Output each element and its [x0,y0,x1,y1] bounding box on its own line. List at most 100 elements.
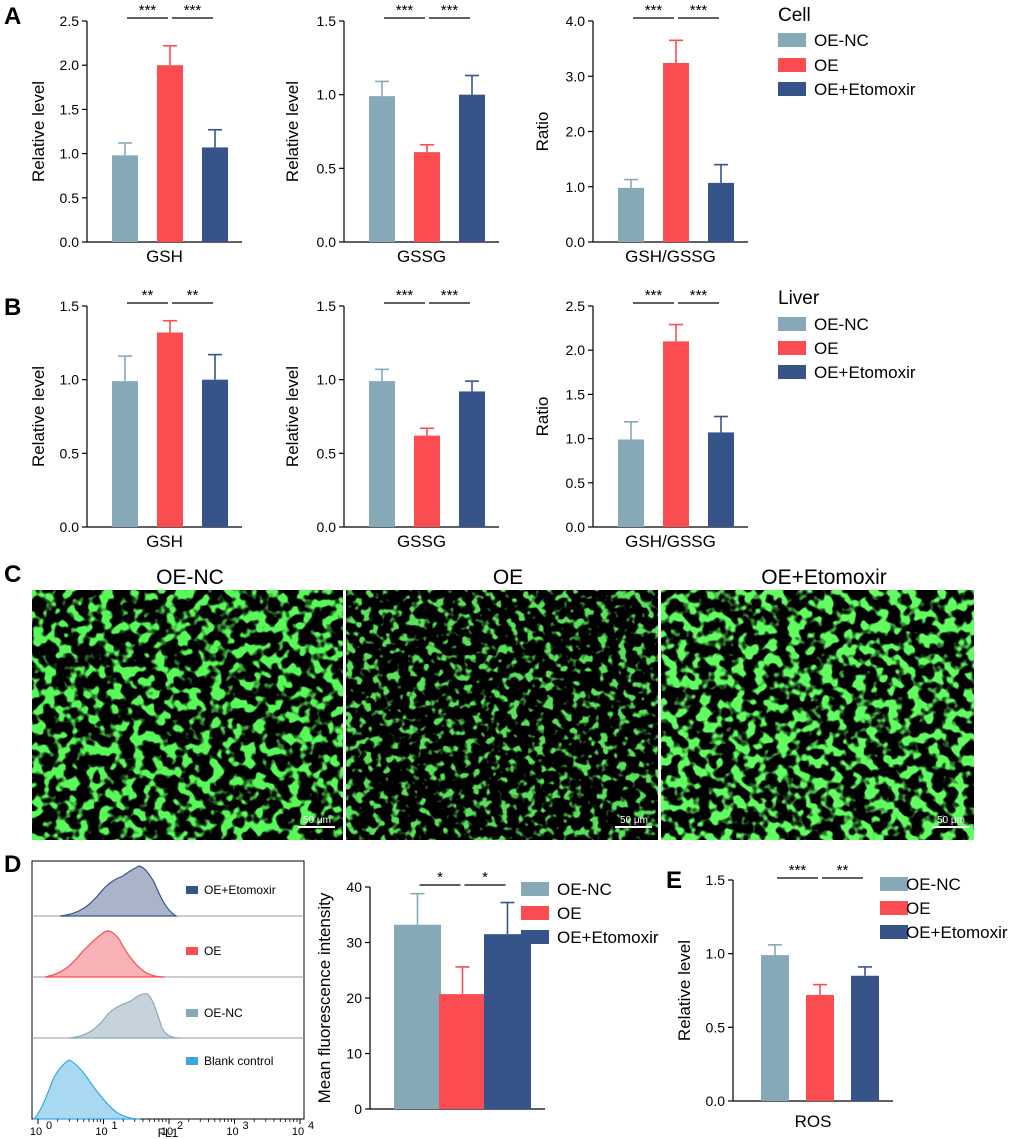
bar-oe-etomoxir [459,94,485,243]
y-tick-label: 1.0 [60,372,80,388]
significance-label: *** [690,2,708,19]
bar-oe-etomoxir [459,391,485,527]
significance-label: *** [396,287,414,304]
fluorescence-images: OE-NC OE OE+Etomoxir 50 μm 50 μm 50 μm [32,566,974,840]
y-tick-label: 0.0 [60,234,80,250]
legend-label-oe-etomoxir: OE+Etomoxir [557,928,659,947]
significance-label: *** [441,287,459,304]
image-oe-nc: 50 μm [32,590,343,840]
bar-oe [806,994,834,1101]
x-axis-label: ROS [795,1112,832,1131]
y-tick-label: 1.5 [706,872,726,888]
flow-label-oe-nc: OE-NC [204,1006,243,1020]
legend-mfi: OE-NC OE OE+Etomoxir [521,880,659,947]
y-tick-label: 0.0 [317,519,337,535]
y-tick-label: 1.0 [60,146,80,162]
flow-tick-label: 10 [161,1126,173,1138]
y-axis-title: Mean fluorescence intensity [315,892,334,1103]
significance-label: ** [142,287,154,304]
bar-oe-nc [618,187,644,242]
bar-oe-nc [618,439,644,527]
y-tick-label: 0.0 [60,519,80,535]
y-tick-label: 0.5 [60,190,80,206]
panel-letter-e: E [666,867,682,894]
flow-label-oe: OE [204,944,221,958]
y-axis-title: Relative level [283,81,302,182]
flow-tick-label: 10 [226,1126,238,1138]
flow-tick-exponent: 1 [112,1120,118,1132]
y-tick-label: 0.5 [706,1019,726,1035]
y-tick-label: 1.5 [566,386,586,402]
chart-gssg-liver: 0.0 0.5 1.0 1.5 Relative level *** *** GSSG [283,287,499,551]
y-tick-label: 1.0 [706,946,726,962]
panel-letter-a: A [4,3,21,30]
flow-label-blank-control: Blank control [204,1054,273,1068]
significance-label: *** [645,287,663,304]
bar-oe-etomoxir [202,147,228,242]
image-oe: 50 μm [346,590,658,840]
bar-oe-nc [394,924,441,1109]
y-tick-label: 0.0 [317,234,337,250]
flow-histograms: OE+Etomoxir OE OE-NC Blank control 10 0 10… [30,860,314,1139]
significance-label: ** [187,287,199,304]
bar-oe-nc [112,155,138,242]
y-axis-title: Relative level [29,81,48,182]
legend-cell-title: Cell [778,5,811,26]
significance-label: *** [789,862,807,879]
y-tick-label: 1.5 [317,13,337,29]
bar-oe-nc [112,381,138,527]
flow-swatch-oe-etomoxir [186,886,198,894]
legend-cell: Cell OE-NC OE OE+Etomoxir [778,5,916,99]
y-tick-label: 4.0 [566,13,586,29]
y-tick-label: 40 [346,879,362,895]
y-tick-label: 0.0 [566,519,586,535]
y-axis-title: Ratio [533,112,552,152]
bar-oe [663,341,689,527]
significance-label: ** [837,862,849,879]
legend-swatch-oe-etomoxir [521,930,549,944]
legend-swatch-oe-etomoxir [880,925,908,939]
y-tick-label: 1.0 [566,179,586,195]
image-title-oe-etomoxir: OE+Etomoxir [761,566,886,589]
y-tick-label: 0.5 [566,475,586,491]
x-axis-label: GSH [146,247,183,266]
x-axis-label: GSH/GSSG [625,532,716,551]
flow-label-oe-etomoxir: OE+Etomoxir [204,883,276,897]
x-axis-label: GSSG [397,532,446,551]
x-axis-label: GSSG [397,247,446,266]
flow-tick-label: 10 [95,1126,107,1138]
flow-tick-exponent: 2 [177,1120,183,1132]
legend-liver-title: Liver [778,288,820,309]
legend-label-oe-nc: OE-NC [906,875,961,894]
panel-letter-b: B [4,294,21,321]
scale-bar-label: 50 μm [937,815,965,826]
legend-label-oe: OE [906,899,931,918]
legend-label-oe-nc: OE-NC [814,31,869,50]
legend-label-oe-nc: OE-NC [814,315,869,334]
y-tick-label: 3.0 [566,68,586,84]
flow-tick-label: 10 [292,1126,304,1138]
y-axis-title: Ratio [533,397,552,437]
y-tick-label: 2.0 [566,342,586,358]
flow-tick-exponent: 4 [308,1120,314,1132]
bar-oe [663,62,689,242]
legend-label-oe: OE [557,904,582,923]
flow-x-axis: 10 0 10 1 10 2 10 3 10 4 [30,1119,314,1138]
panel-letter-c: C [4,561,21,588]
legend-swatch-oe-nc [778,33,806,47]
bar-oe-etomoxir [851,975,879,1101]
y-tick-label: 2.5 [566,298,586,314]
legend-label-oe-etomoxir: OE+Etomoxir [906,923,1008,942]
y-tick-label: 1.5 [60,101,80,117]
image-title-oe: OE [493,566,523,589]
bar-oe [157,65,183,242]
y-tick-label: 1.0 [566,431,586,447]
histogram-oe-etomoxir [59,865,179,917]
y-tick-label: 2.5 [60,13,80,29]
flow-tick-exponent: 3 [243,1120,249,1132]
y-tick-label: 0.0 [566,234,586,250]
legend-swatch-oe [880,901,908,915]
significance-label: *** [396,2,414,19]
